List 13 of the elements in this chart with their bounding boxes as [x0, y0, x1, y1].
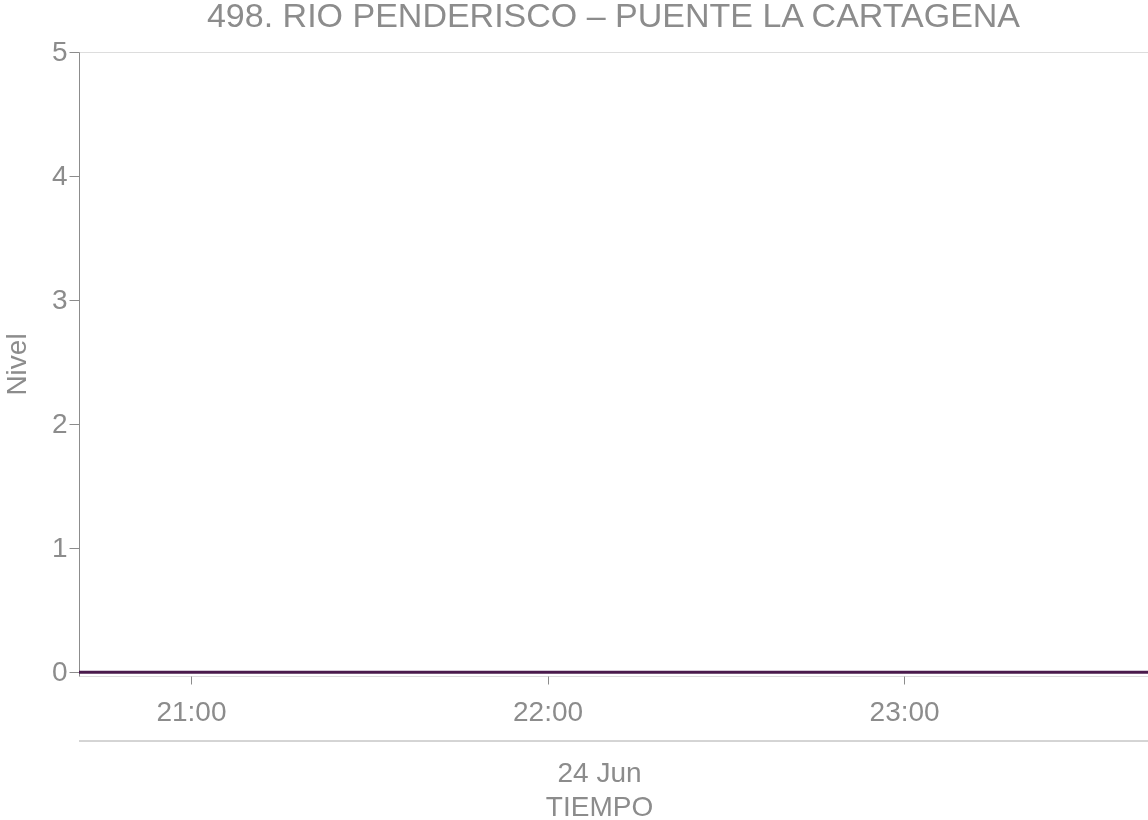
x-tick-label: 21:00 — [156, 695, 227, 727]
chart-title: 498. RIO PENDERISCO – PUENTE LA CARTAGENA — [206, 0, 1021, 34]
y-tick-label: 1 — [51, 531, 68, 563]
y-tick-label: 5 — [51, 35, 68, 67]
text: 24 Jun — [557, 757, 642, 788]
x-tick-label: 22:00 — [513, 695, 584, 727]
y-tick-label: 4 — [51, 159, 68, 191]
y-axis-title: Nivel — [0, 333, 32, 396]
x-axis-title: TIEMPO — [545, 791, 654, 820]
y-tick-label: 3 — [51, 283, 68, 315]
y-tick-label: 0 — [51, 655, 68, 687]
x-tick-label: 23:00 — [869, 695, 940, 727]
y-tick-label: 2 — [51, 407, 68, 439]
